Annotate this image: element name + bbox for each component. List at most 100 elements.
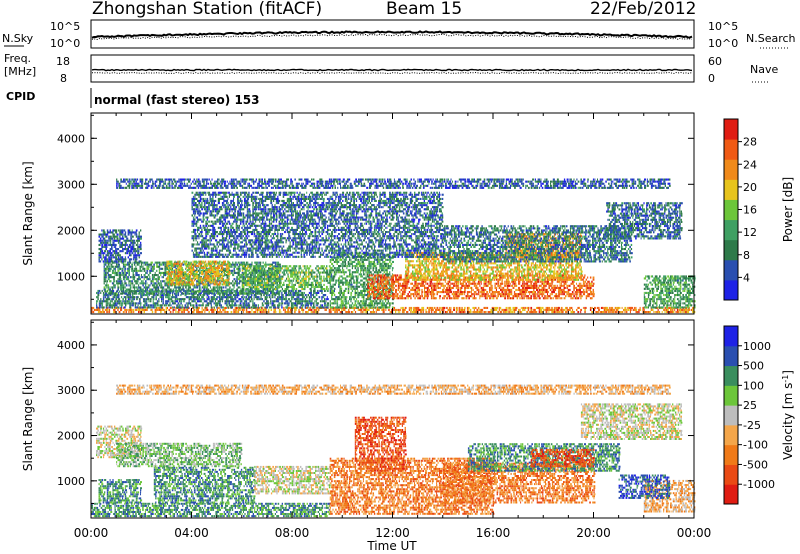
range-cell: [124, 280, 125, 282]
range-cell: [160, 311, 162, 313]
range-cell: [335, 302, 336, 304]
range-cell: [276, 274, 278, 276]
range-cell: [308, 267, 310, 269]
range-cell: [206, 273, 207, 275]
range-cell: [301, 278, 303, 280]
range-cell: [373, 267, 375, 269]
range-cell: [189, 293, 190, 295]
range-cell: [318, 265, 319, 267]
range-cell: [121, 258, 123, 260]
range-cell: [111, 300, 113, 302]
range-cell: [147, 296, 148, 298]
range-cell: [619, 307, 621, 309]
range-cell: [193, 309, 195, 311]
range-cell: [249, 265, 250, 267]
range-cell: [121, 244, 123, 246]
range-cell: [261, 286, 262, 288]
range-cell: [350, 298, 352, 300]
range-cell: [261, 284, 263, 286]
range-cell: [108, 240, 109, 242]
range-cell: [173, 306, 175, 308]
range-cell: [355, 296, 356, 298]
range-cell: [153, 302, 155, 304]
range-cell: [357, 292, 358, 294]
range-cell: [263, 269, 264, 271]
range-cell: [159, 276, 160, 278]
range-cell: [201, 300, 202, 302]
range-cell: [253, 265, 254, 267]
range-cell: [236, 291, 237, 293]
range-cell: [117, 270, 119, 272]
range-cell: [137, 282, 139, 284]
range-cell: [246, 272, 247, 274]
range-cell: [561, 309, 562, 311]
range-cell: [208, 263, 209, 265]
range-cell: [338, 306, 340, 308]
range-cell: [355, 275, 356, 277]
range-cell: [257, 276, 259, 278]
range-cell: [236, 296, 237, 298]
range-cell: [152, 293, 153, 295]
range-cell: [212, 298, 214, 300]
range-cell: [161, 298, 162, 300]
range-cell: [344, 296, 345, 298]
range-cell: [234, 268, 235, 270]
range-cell: [180, 302, 182, 304]
range-cell: [294, 284, 296, 286]
range-cell: [276, 298, 277, 300]
range-cell: [180, 279, 181, 281]
range-cell: [189, 269, 190, 271]
range-cell: [182, 279, 183, 281]
range-cell: [100, 240, 102, 242]
range-cell: [339, 286, 341, 288]
range-cell: [133, 262, 134, 264]
range-cell: [346, 265, 348, 267]
range-cell: [456, 307, 458, 309]
cpid-text: normal (fast stereo) 153: [94, 93, 260, 107]
range-cell: [670, 309, 671, 311]
range-cell: [342, 263, 343, 265]
range-cell: [286, 272, 287, 274]
range-cell: [420, 311, 422, 313]
range-cell: [240, 276, 241, 278]
range-cell: [139, 300, 141, 302]
range-cell: [254, 302, 256, 304]
range-cell: [139, 234, 140, 236]
range-cell: [193, 281, 194, 283]
range-cell: [377, 263, 379, 265]
range-cell: [179, 300, 180, 302]
range-cell: [292, 272, 293, 274]
range-cell: [528, 307, 530, 309]
range-cell: [231, 289, 232, 291]
range-cell: [286, 278, 287, 280]
range-cell: [100, 256, 102, 258]
range-cell: [557, 309, 559, 311]
range-cell: [99, 290, 101, 292]
range-cell: [125, 244, 126, 246]
range-cell: [350, 286, 351, 288]
range-cell: [321, 267, 323, 269]
range-cell: [291, 296, 293, 298]
range-cell: [138, 270, 139, 272]
range-cell: [317, 298, 318, 300]
range-cell: [195, 291, 196, 293]
range-cell: [180, 281, 181, 283]
range-cell: [122, 256, 123, 258]
range-cell: [193, 298, 195, 300]
range-cell: [265, 265, 267, 267]
range-cell: [100, 304, 101, 306]
range-cell: [244, 296, 245, 298]
range-cell: [213, 281, 215, 283]
range-cell: [133, 311, 135, 313]
range-cell: [160, 293, 162, 295]
range-cell: [486, 307, 488, 309]
range-cell: [345, 271, 347, 273]
range-cell: [117, 280, 118, 282]
range-cell: [240, 293, 242, 295]
range-cell: [360, 275, 362, 277]
range-cell: [370, 271, 372, 273]
range-cell: [159, 284, 160, 286]
range-cell: [141, 266, 142, 268]
range-cell: [231, 282, 233, 284]
range-cell: [608, 311, 610, 313]
